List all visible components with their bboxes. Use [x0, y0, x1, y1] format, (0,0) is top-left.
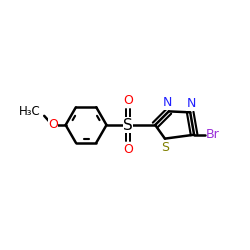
Text: O: O: [48, 118, 58, 132]
Text: N: N: [186, 98, 196, 110]
Text: S: S: [161, 141, 169, 154]
Text: Br: Br: [206, 128, 220, 141]
Text: O: O: [123, 94, 133, 107]
Text: O: O: [123, 143, 133, 156]
Text: N: N: [163, 96, 172, 110]
Text: S: S: [123, 118, 133, 132]
Text: H₃C: H₃C: [18, 105, 40, 118]
